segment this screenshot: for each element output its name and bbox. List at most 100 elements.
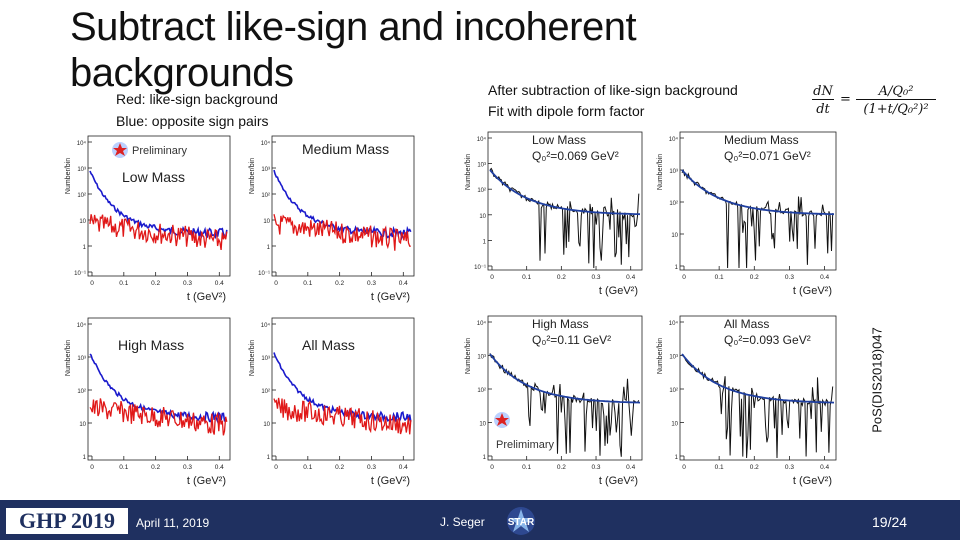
formula-lhs-num: dN [812,84,834,100]
right-panel-high-mass-xtick-label: 0 [490,464,494,471]
left-panel-all-mass-opposite-sign-series [273,352,412,424]
left-panel-all-mass-xtick-label: 0.3 [367,464,376,471]
left-panel-low-mass-xtick-label: 0.4 [215,280,224,287]
right-panel-all-mass-ylabel: Number/bin [657,338,664,374]
left-panel-low-mass-xtick-label: 0.3 [183,280,192,287]
right-panel-all-mass-frame [679,315,837,461]
right-panel-high-mass-subtracted-series [489,353,640,457]
left-panel-high-mass-label: High Mass [118,337,184,353]
left-panel-low-mass-ytick-label: 10³ [77,167,86,173]
left-panel-high-mass-xtick-label: 0.4 [215,464,224,471]
right-panel-low-mass-ylabel: Number/bin [465,154,472,190]
right-panel-low-mass-xtick-label: 0.2 [557,274,566,281]
reference-label: PoS(DIS2018)047 [869,327,885,433]
right-panel-medium-mass-xlabel: t (GeV²) [793,285,832,297]
left-panel-medium-mass-ytick-label: 10 [263,219,270,225]
right-panel-medium-mass-xtick-label: 0.1 [715,274,724,281]
right-panel-low-mass-subtracted-series [489,167,640,269]
left-caption-blue: Blue: opposite sign pairs [116,113,269,129]
left-panel-low-mass-ytick-label: 10⁴ [77,140,87,147]
right-panel-low-mass-ytick-label: 10² [477,188,486,194]
right-panel-all-mass-ytick-label: 10⁴ [669,320,679,327]
right-caption-fit: Fit with dipole form factor [488,103,645,119]
star-logo-icon: STAR [496,505,546,537]
right-panel-all-mass-dipole-fit [681,353,835,404]
left-panel-medium-mass-ytick-label: 10⁻¹ [258,271,270,277]
right-panel-high-mass-q0-label: Q₀²=0.11 GeV² [532,333,611,347]
left-panel-all-mass-ytick-label: 10³ [261,356,270,362]
reference-label-container: PoS(DIS2018)047 [857,310,897,450]
right-panel-medium-mass-xtick-label: 0.3 [785,274,794,281]
left-panel-all-mass-like-sign-series [273,397,412,435]
slide-title: Subtract like-sign and incoherent backgr… [70,5,637,95]
right-panel-low-mass-xtick-label: 0 [490,274,494,281]
left-panel-medium-mass-ylabel: Number/bin [249,158,256,194]
footer-date: April 11, 2019 [136,516,210,530]
right-panel-high-mass-label: High Mass [532,317,589,331]
left-panel-medium-mass-xtick-label: 0.3 [367,280,376,287]
left-panel-medium-mass-like-sign-series [273,214,411,251]
right-panel-all-mass-q0-label: Q₀²=0.093 GeV² [724,333,811,347]
left-panel-low-mass-xtick-label: 0.2 [151,280,160,287]
left-panel-medium-mass-ytick-label: 1 [267,245,271,251]
left-panel-all-mass-xtick-label: 0 [274,464,278,471]
left-panel-all-mass: 10⁴ 10³ 10² 10 1 0 0.1 0.2 0.3 0.4 t (GeV²) Number/… [244,312,420,490]
left-panel-all-mass-label: All Mass [302,337,355,353]
right-panel-medium-mass-xtick-label: 0 [682,274,686,281]
left-panel-medium-mass-xtick-label: 0.2 [335,280,344,287]
right-panel-high-mass-ytick-label: 1 [483,455,487,461]
left-panel-high-mass-ytick-label: 10⁴ [77,322,87,329]
left-panel-low-mass-ytick-label: 10² [77,193,86,199]
left-panel-medium-mass-svg: 10⁴ 10³ 10² 10 1 10⁻¹ 0 0.1 0.2 0.3 0.4 t (GeV²) Num… [249,135,415,303]
left-panel-medium-mass-ytick-label: 10⁴ [261,140,271,147]
right-panel-high-mass-xtick-label: 0.3 [592,464,601,471]
left-panel-high-mass-frame [87,317,231,461]
left-panel-high-mass-xtick-label: 0.2 [151,464,160,471]
dipole-formula: dN dt = A/Q₀² (1+t/Q₀²)² [808,80,938,124]
left-panel-high-mass-ytick-label: 10³ [77,356,86,362]
right-panel-high-mass: 10⁴ 10³ 10² 10 1 0 0.1 0.2 0.3 0.4 t (GeV²) Number/… [460,310,648,490]
formula-rhs-den: (1+t/Q₀²)² [863,102,929,117]
left-panel-high-mass-ylabel: Number/bin [65,340,72,376]
left-panel-low-mass-star-shape [113,143,127,156]
formula-equals: = [840,92,851,107]
right-panel-low-mass-ytick-label: 10³ [477,163,486,169]
right-panel-medium-mass-frame [679,131,837,271]
left-panel-medium-mass-ytick-label: 10³ [261,167,270,173]
left-panel-all-mass-xtick-label: 0.1 [303,464,312,471]
left-panel-low-mass: 10⁴ 10³ 10² 10 1 10⁻¹ 0 0.1 0.2 0.3 0.4 t (GeV²) Num… [60,130,236,306]
formula-rhs-num: A/Q₀² [856,84,936,100]
right-panel-high-mass-xtick-label: 0.1 [522,464,531,471]
right-panel-medium-mass-ylabel: Number/bin [657,154,664,190]
left-panel-low-mass-ytick-label: 10 [79,219,86,225]
left-panel-medium-mass-xtick-label: 0.1 [303,280,312,287]
right-caption-subtraction: After subtraction of like-sign backgroun… [488,82,738,98]
right-panel-all-mass-label: All Mass [724,317,769,331]
left-panel-low-mass-like-sign-series [89,214,228,250]
right-panel-low-mass: 10⁴ 10³ 10² 10 1 10⁻¹ 0 0.1 0.2 0.3 0.4 t (GeV²) Num… [460,126,648,300]
left-panel-high-mass-xtick-label: 0.1 [119,464,128,471]
right-panel-high-mass-star-shape [495,413,509,426]
right-panel-medium-mass-ytick-label: 10³ [669,169,678,175]
right-panel-high-mass-ylabel: Number/bin [465,338,472,374]
right-panel-all-mass-xtick-label: 0.1 [715,464,724,471]
left-panel-all-mass-xlabel: t (GeV²) [371,475,410,487]
right-panel-low-mass-ytick-label: 10⁴ [477,136,487,143]
left-panel-medium-mass: 10⁴ 10³ 10² 10 1 10⁻¹ 0 0.1 0.2 0.3 0.4 t (GeV²) Num… [244,130,420,306]
footer-author: J. Seger [440,515,485,529]
star-logo-text: STAR [508,517,535,528]
left-panel-low-mass-svg: 10⁴ 10³ 10² 10 1 10⁻¹ 0 0.1 0.2 0.3 0.4 t (GeV²) Num… [65,135,231,303]
right-panel-medium-mass-ytick-label: 10² [669,201,678,207]
left-panel-high-mass: 10⁴ 10³ 10² 10 1 0 0.1 0.2 0.3 0.4 t (GeV²) Number/… [60,312,236,490]
right-panel-medium-mass-ytick-label: 1 [675,265,679,271]
right-panel-low-mass-dipole-fit [489,169,641,216]
left-panel-medium-mass-label: Medium Mass [302,141,389,157]
right-panel-high-mass-svg: 10⁴ 10³ 10² 10 10 0.1 0.2 0.3 0.4 t (GeV²) Number/… [465,315,643,487]
left-panel-all-mass-ytick-label: 10² [261,389,270,395]
right-panel-medium-mass-xtick-label: 0.4 [820,274,829,281]
right-panel-high-mass-xtick-label: 0.4 [626,464,635,471]
ghp-logo: GHP 2019 [6,508,128,534]
left-panel-low-mass-frame [87,135,231,277]
left-panel-high-mass-ytick-label: 10² [77,389,86,395]
right-panel-low-mass-ytick-label: 10⁻¹ [474,265,486,271]
